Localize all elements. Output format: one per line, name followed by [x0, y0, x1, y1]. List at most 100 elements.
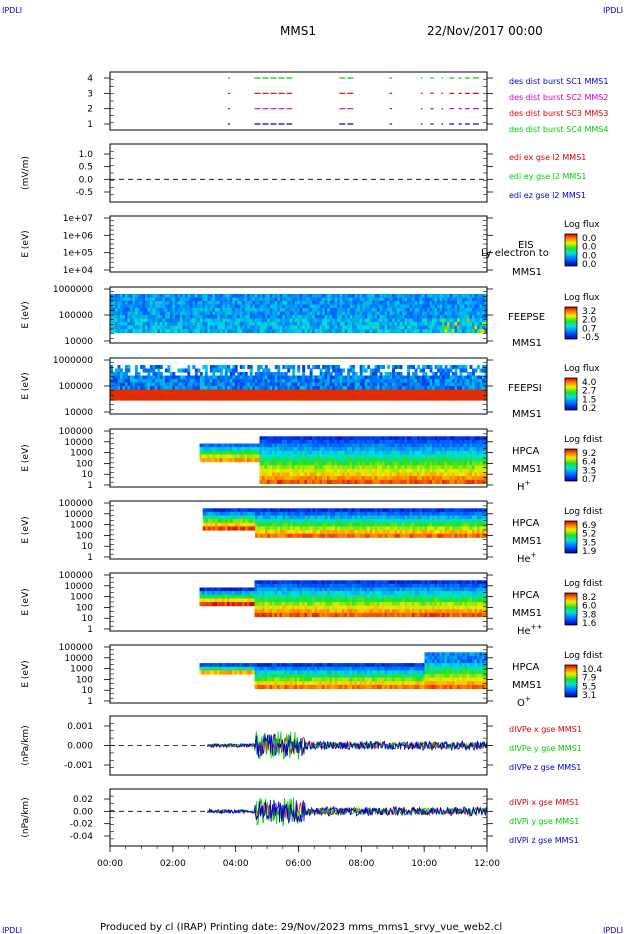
ylabel-p7: E (eV)	[21, 516, 31, 543]
spectrogram-cell-p6	[382, 472, 385, 477]
spectrogram-cell-p4	[479, 325, 483, 330]
spectrogram-cell-p6	[474, 479, 478, 484]
spectrogram-cell-p6	[369, 450, 373, 455]
spectrogram-cell-p4	[314, 325, 318, 330]
spectrogram-cell-p4	[427, 304, 430, 309]
spectrogram-cell-p4	[449, 308, 453, 313]
spectrogram-cell-p5	[244, 379, 248, 384]
spectrogram-cell-p5	[132, 386, 136, 391]
spectrogram-cell-p5	[224, 396, 228, 401]
spectrogram-cell-p4	[177, 318, 181, 323]
spectrogram-cell-p6	[294, 439, 298, 445]
spectrogram-cell-p4	[459, 318, 463, 323]
spectrogram-cell-p5	[157, 389, 161, 394]
spectrogram-cell-p4	[437, 322, 440, 327]
spectrogram-cell-p5	[117, 386, 121, 391]
spectrogram-cell-p5	[249, 382, 253, 387]
spectrogram-cell-p4	[167, 308, 171, 313]
spectrogram-cell-p6	[279, 468, 283, 474]
spectrogram-cell-p6	[294, 468, 298, 474]
spectrogram-cell-p5	[369, 386, 373, 391]
spectrogram-cell-p7	[267, 519, 271, 524]
spectrogram-cell-p5	[334, 396, 338, 401]
spectrogram-cell-p5	[359, 386, 363, 391]
spectrogram-cell-p6	[429, 476, 433, 481]
spectrogram-cell-p4	[267, 318, 271, 323]
spectrogram-cell-p7	[255, 515, 258, 520]
spectrogram-cell-p5	[372, 386, 376, 391]
spectrogram-cell-p6	[302, 439, 305, 445]
spectrogram-cell-p4	[442, 318, 445, 323]
spectrogram-cell-p6	[214, 454, 218, 459]
spectrogram-cell-p4	[334, 329, 338, 334]
spectrogram-cell-p6	[287, 447, 290, 452]
spectrogram-cell-p5	[327, 365, 331, 370]
spectrogram-cell-p6	[422, 450, 425, 455]
spectrogram-cell-p6	[232, 443, 235, 448]
spectrogram-cell-p5	[264, 372, 268, 377]
spectrogram-cell-p5	[387, 386, 390, 391]
spectrogram-cell-p5	[302, 379, 306, 384]
spectrogram-cell-p4	[302, 315, 306, 320]
spectrogram-cell-p4	[254, 311, 258, 316]
spectrogram-cell-p7	[220, 515, 223, 520]
spectrogram-cell-p5	[314, 375, 318, 380]
spectrogram-cell-p5	[419, 389, 423, 394]
spectrogram-cell-p4	[249, 301, 253, 306]
spectrogram-cell-p6	[342, 476, 345, 481]
spectrogram-cell-p6	[459, 465, 463, 470]
spectrogram-cell-p4	[332, 315, 336, 320]
spectrogram-cell-p5	[287, 386, 291, 391]
spectrogram-cell-p4	[257, 311, 261, 316]
spectrogram-cell-p6	[337, 436, 340, 441]
spectrogram-cell-p5	[402, 396, 405, 401]
spectrogram-cell-p5	[127, 382, 131, 387]
spectrogram-cell-p5	[372, 389, 376, 394]
spectrogram-cell-p7	[265, 530, 268, 535]
spectrogram-cell-p4	[152, 308, 156, 313]
spectrogram-cell-p7	[329, 519, 333, 524]
spectrogram-cell-p6	[357, 468, 360, 474]
spectrogram-cell-p4	[279, 304, 283, 309]
spectrogram-cell-p4	[434, 322, 438, 327]
spectrogram-cell-p6	[287, 479, 290, 484]
spectrogram-cell-p6	[469, 447, 473, 452]
spectrogram-cell-p7	[215, 515, 218, 520]
spectrogram-cell-p4	[120, 322, 123, 327]
spectrogram-cell-p7	[297, 533, 301, 538]
spectrogram-cell-p6	[452, 458, 455, 463]
spectrogram-cell-p6	[362, 472, 365, 477]
spectrogram-cell-p4	[477, 311, 480, 316]
spectrogram-cell-p6	[227, 447, 230, 452]
spectrogram-cell-p5	[257, 379, 261, 384]
spectrogram-cell-p5	[349, 375, 353, 380]
spectrogram-cell-p4	[432, 311, 435, 316]
spectrogram-cell-p6	[284, 443, 288, 448]
spectrogram-cell-p4	[322, 311, 326, 316]
spectrogram-cell-p4	[212, 297, 216, 302]
spectrogram-cell-p5	[182, 379, 186, 384]
spectrogram-cell-p5	[152, 393, 156, 398]
spectrogram-cell-p6	[317, 476, 320, 481]
spectrogram-cell-p6	[244, 443, 248, 448]
spectrogram-cell-p6	[462, 479, 465, 484]
spectrogram-cell-p5	[429, 396, 433, 401]
spectrogram-cell-p6	[414, 468, 418, 474]
spectrogram-cell-p5	[349, 396, 353, 401]
spectrogram-cell-p4	[387, 308, 390, 313]
spectrogram-cell-p6	[227, 443, 230, 448]
spectrogram-cell-p7	[280, 526, 283, 531]
spectrogram-cell-p5	[257, 393, 261, 398]
spectrogram-cell-p6	[479, 472, 483, 477]
spectrogram-cell-p6	[347, 439, 350, 445]
spectrogram-cell-p5	[407, 393, 410, 398]
spectrogram-cell-p5	[112, 372, 116, 377]
spectrogram-cell-p7	[329, 522, 333, 527]
spectrogram-cell-p5	[209, 375, 213, 380]
spectrogram-cell-p7	[222, 519, 226, 524]
spectrogram-cell-p4	[404, 329, 408, 334]
spectrogram-cell-p6	[324, 439, 328, 445]
spectrogram-cell-p5	[459, 382, 463, 387]
spectrogram-cell-p6	[307, 472, 310, 477]
spectrogram-cell-p4	[279, 325, 283, 330]
